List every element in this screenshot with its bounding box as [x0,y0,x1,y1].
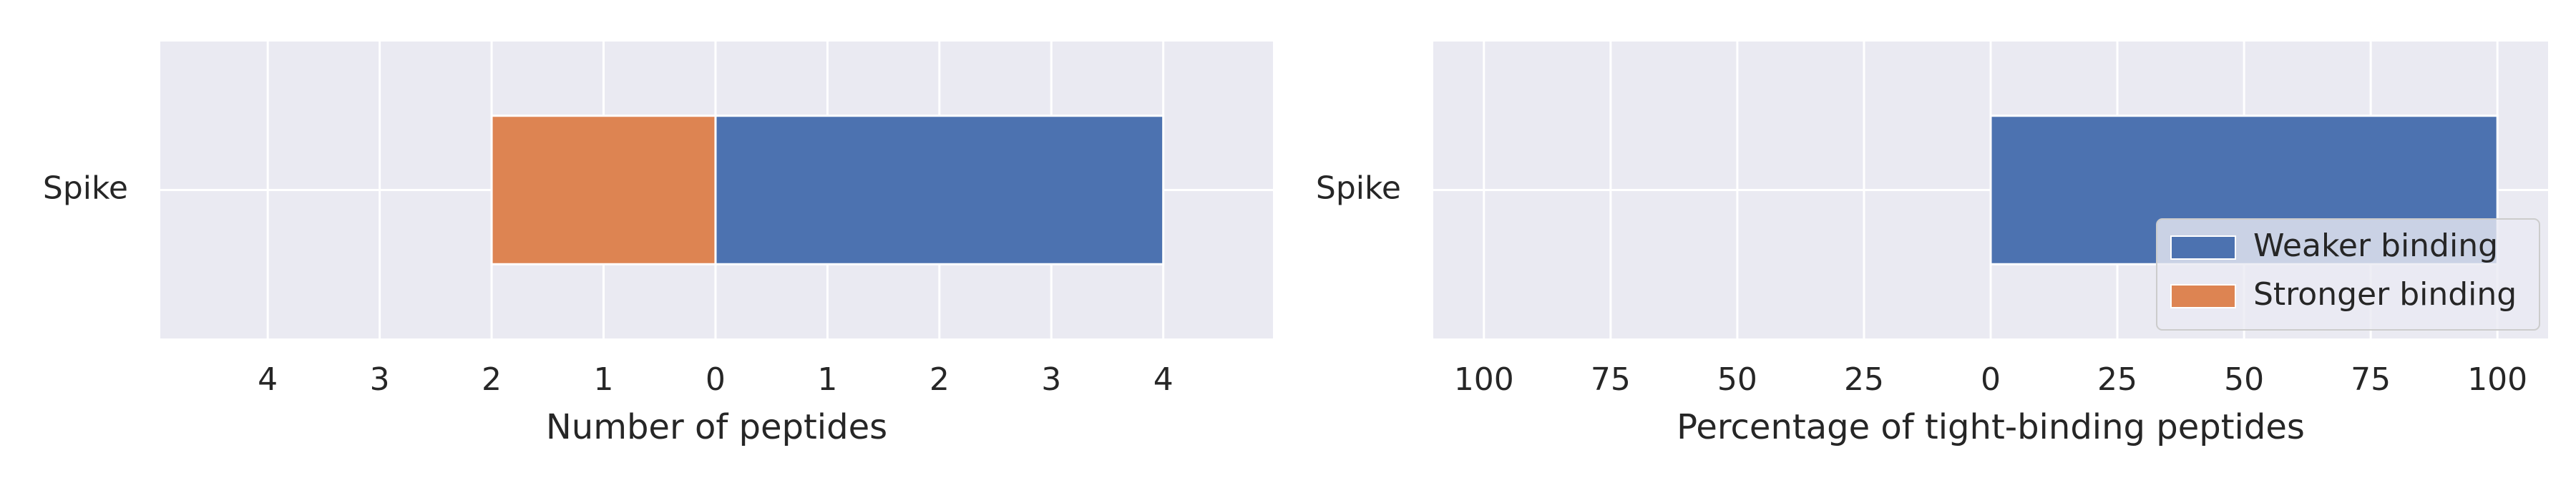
x-tick-label: 50 [1717,361,1757,398]
x-axis-label: Number of peptides [546,407,887,447]
legend-label: Weaker binding [2253,228,2498,264]
bar [490,114,717,265]
legend-box [2156,218,2540,331]
x-tick-label: 0 [1981,361,2001,398]
x-tick-label: 0 [706,361,726,398]
x-tick-label: 3 [1041,361,1061,398]
x-tick-label: 50 [2224,361,2264,398]
x-tick-label: 25 [1844,361,1884,398]
x-tick-label: 75 [1591,361,1631,398]
legend-swatch [2170,284,2236,308]
x-tick-label: 3 [370,361,390,398]
y-tick-label: Spike [1316,170,1401,207]
x-tick-label: 2 [482,361,502,398]
x-tick-label: 100 [2467,361,2527,398]
x-tick-label: 1 [593,361,613,398]
x-tick-label: 2 [930,361,950,398]
legend-swatch [2170,235,2236,260]
legend: Weaker binding Stronger binding [2156,218,2540,331]
y-tick-label: Spike [43,170,128,207]
x-axis-label: Percentage of tight-binding peptides [1677,407,2305,447]
x-tick-label: 4 [258,361,278,398]
legend-label: Stronger binding [2253,276,2517,313]
bar [714,114,1165,265]
x-tick-label: 4 [1153,361,1174,398]
x-tick-label: 100 [1454,361,1514,398]
x-tick-label: 75 [2351,361,2391,398]
x-tick-label: 25 [2097,361,2137,398]
x-tick-label: 1 [817,361,837,398]
